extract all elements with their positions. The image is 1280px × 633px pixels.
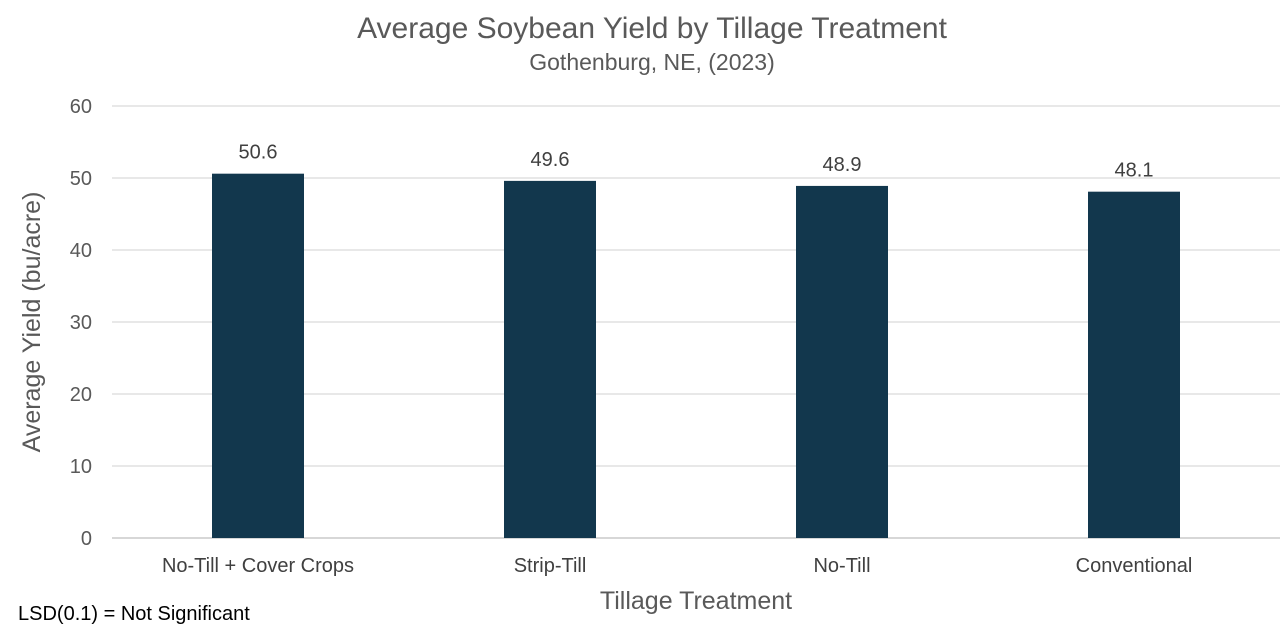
data-label: 48.1: [1115, 160, 1154, 182]
y-tick-label: 50: [70, 168, 92, 190]
chart-subtitle: Gothenburg, NE, (2023): [529, 49, 774, 75]
y-tick-label: 40: [70, 240, 92, 262]
y-tick-label: 60: [70, 96, 92, 118]
data-labels: 50.6 49.6 48.9 48.1: [239, 142, 1154, 182]
x-category-label: Conventional: [1076, 555, 1193, 577]
x-category-label: No-Till + Cover Crops: [162, 555, 354, 577]
bar: [796, 185, 888, 539]
gridlines: [112, 105, 1280, 539]
chart-title: Average Soybean Yield by Tillage Treatme…: [357, 12, 947, 45]
y-tick-label: 20: [70, 384, 92, 406]
x-category-label: No-Till: [813, 555, 870, 577]
x-axis-title: Tillage Treatment: [600, 587, 792, 615]
y-tick-label: 10: [70, 456, 92, 478]
bars: [212, 173, 1180, 539]
data-label: 48.9: [823, 154, 862, 176]
bar: [212, 173, 304, 538]
data-label: 49.6: [531, 149, 570, 171]
x-axis-categories: No-Till + Cover Crops Strip-Till No-Till Co…: [162, 555, 1192, 577]
data-label: 50.6: [239, 142, 278, 164]
y-axis-title: Average Yield (bu/acre): [18, 192, 46, 453]
y-tick-label: 30: [70, 312, 92, 334]
bar: [504, 180, 596, 538]
y-tick-label: 0: [81, 528, 92, 550]
y-axis-ticks: 0 10 20 30 40 50 60: [70, 96, 92, 550]
lsd-footnote: LSD(0.1) = Not Significant: [18, 603, 250, 625]
x-category-label: Strip-Till: [514, 555, 587, 577]
bar: [1088, 191, 1180, 538]
